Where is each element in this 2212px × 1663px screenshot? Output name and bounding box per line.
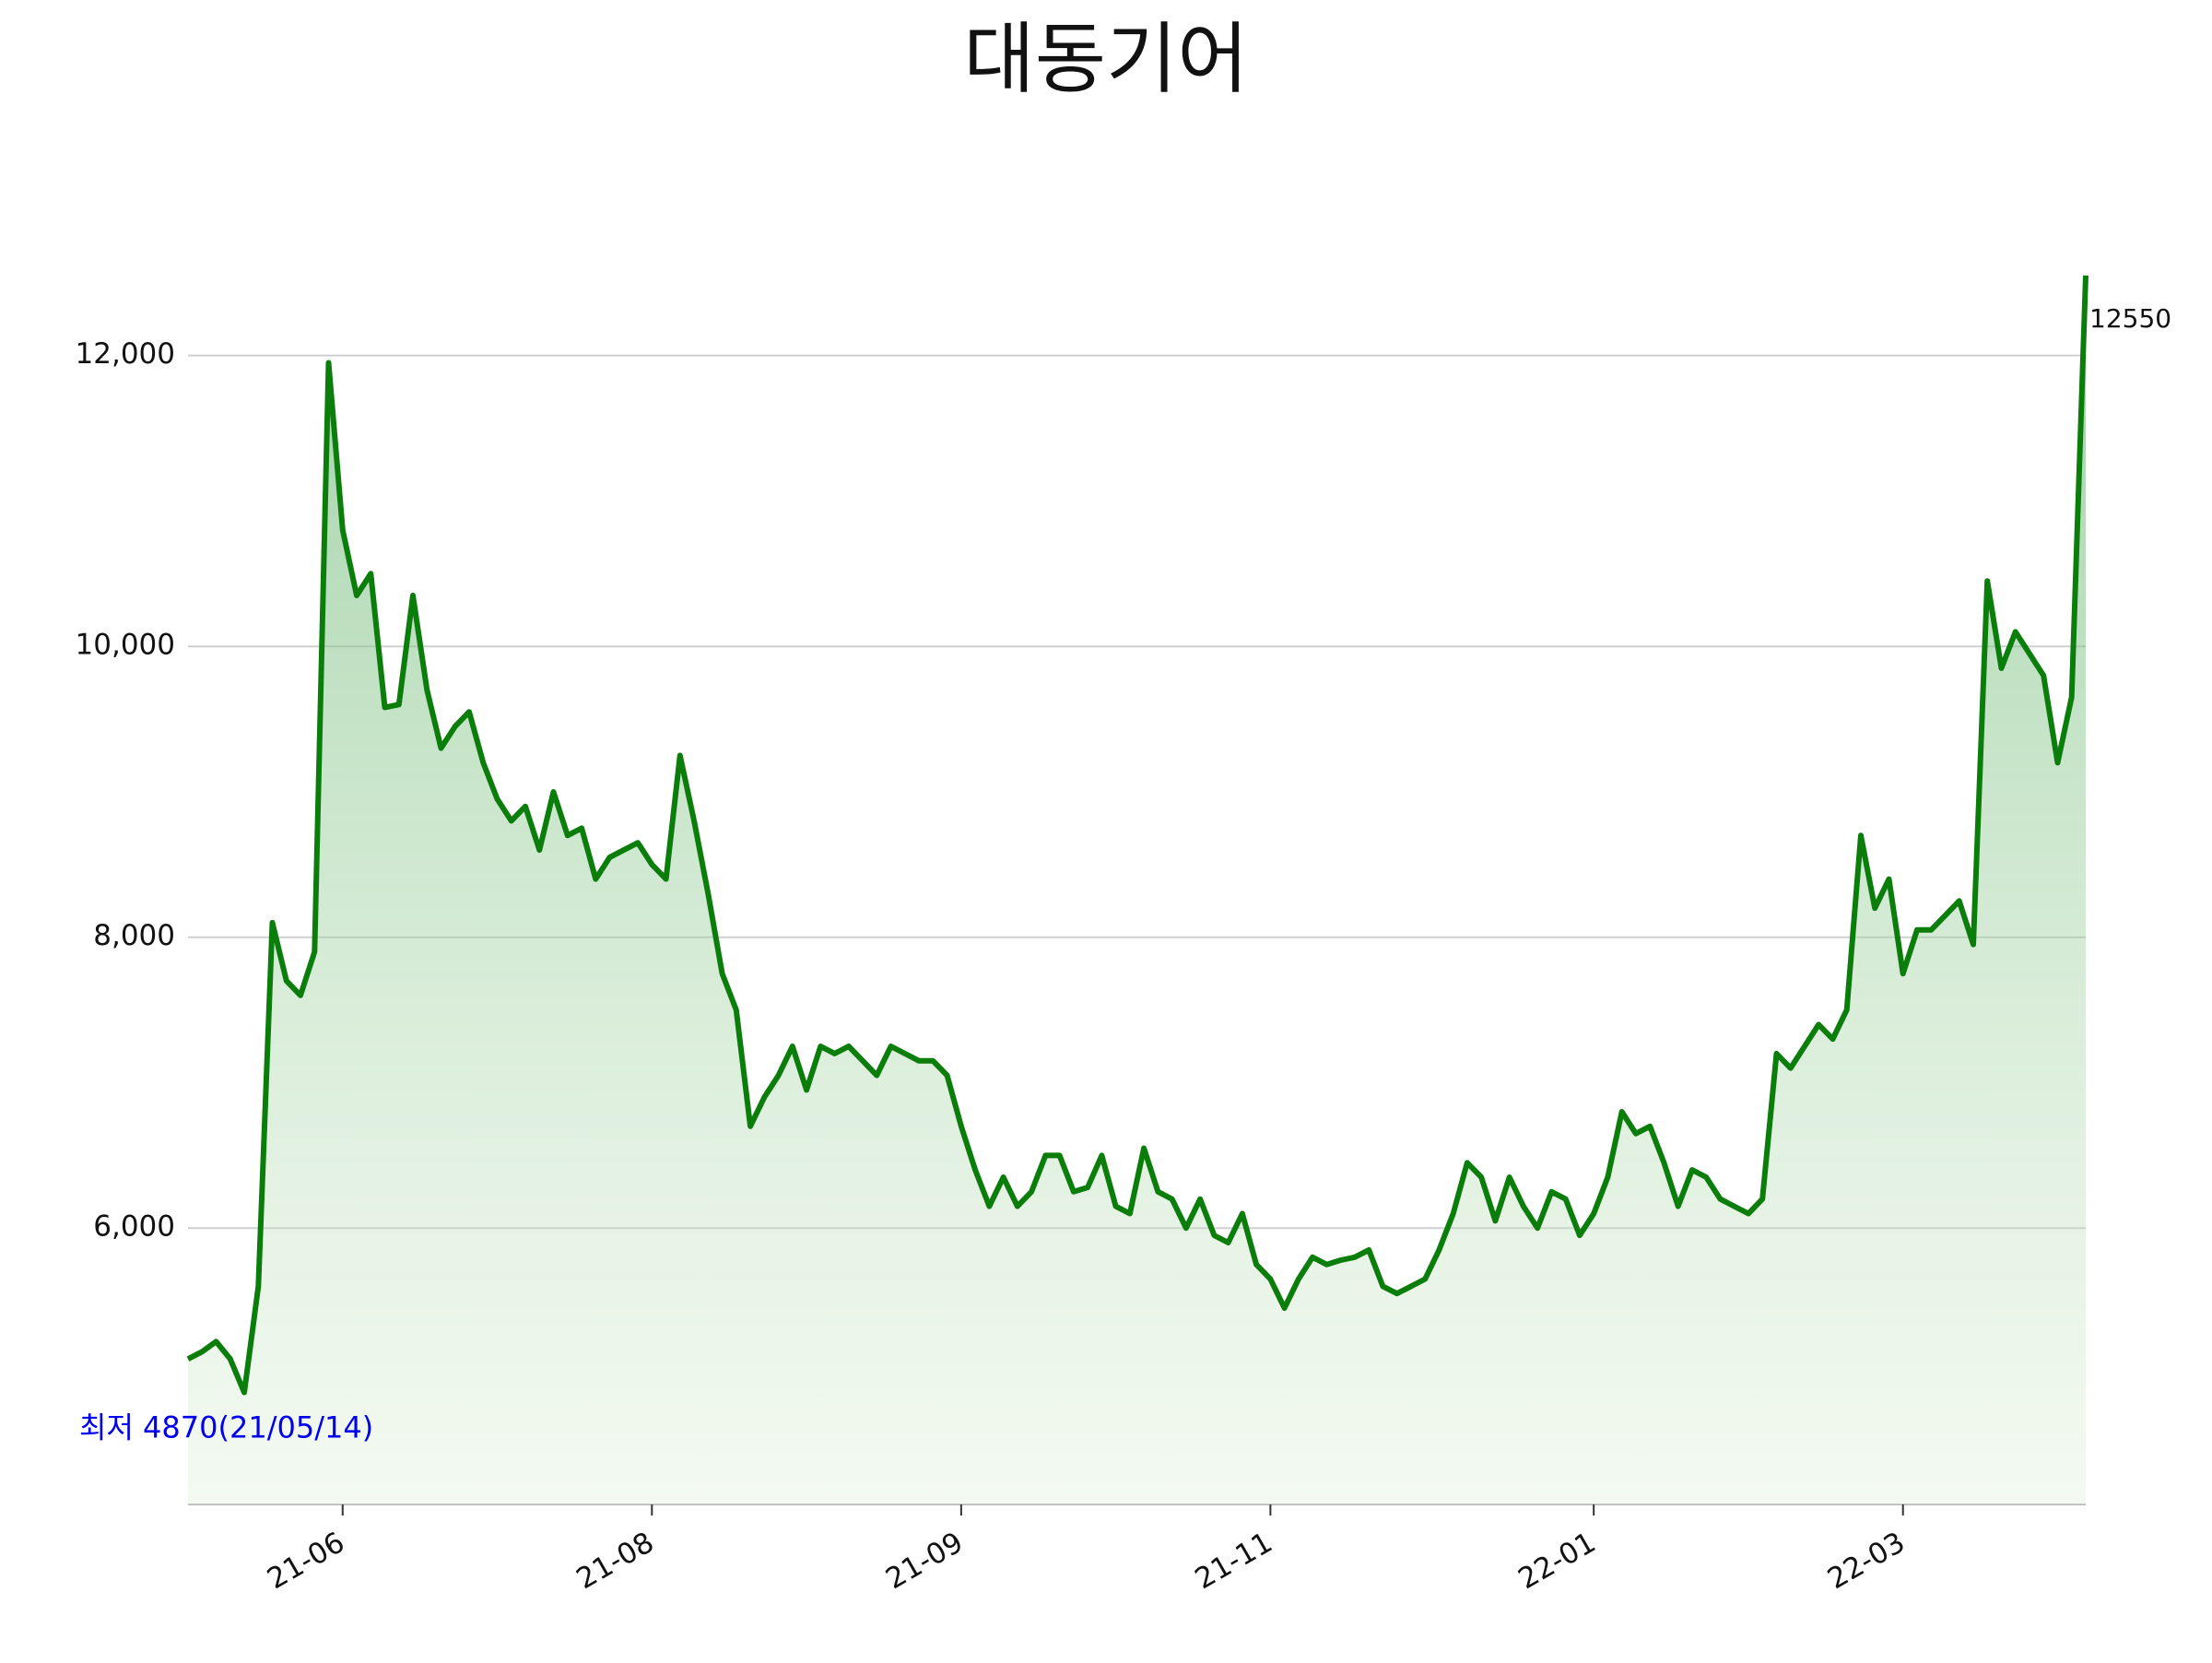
max-label: 12550 xyxy=(2089,303,2171,334)
x-tick-label: 21-11 xyxy=(1190,1526,1278,1596)
x-tick-label: 22-01 xyxy=(1512,1526,1601,1596)
y-tick-label: 8,000 xyxy=(93,919,175,952)
x-tick-label: 21-09 xyxy=(880,1526,969,1596)
y-tick-label: 6,000 xyxy=(93,1210,175,1244)
y-tick-label: 10,000 xyxy=(76,629,175,662)
price-line xyxy=(186,275,2088,1396)
x-tick-label: 21-06 xyxy=(262,1526,350,1596)
y-tick-label: 12,000 xyxy=(76,337,175,371)
min-label: 최저 4870(21/05/14) xyxy=(79,1410,373,1445)
x-tick-label: 21-08 xyxy=(571,1526,660,1596)
chart-title: 대동기어 xyxy=(963,14,1248,104)
x-tick-label: 22-03 xyxy=(1822,1526,1911,1596)
area-fill xyxy=(188,275,2086,1504)
